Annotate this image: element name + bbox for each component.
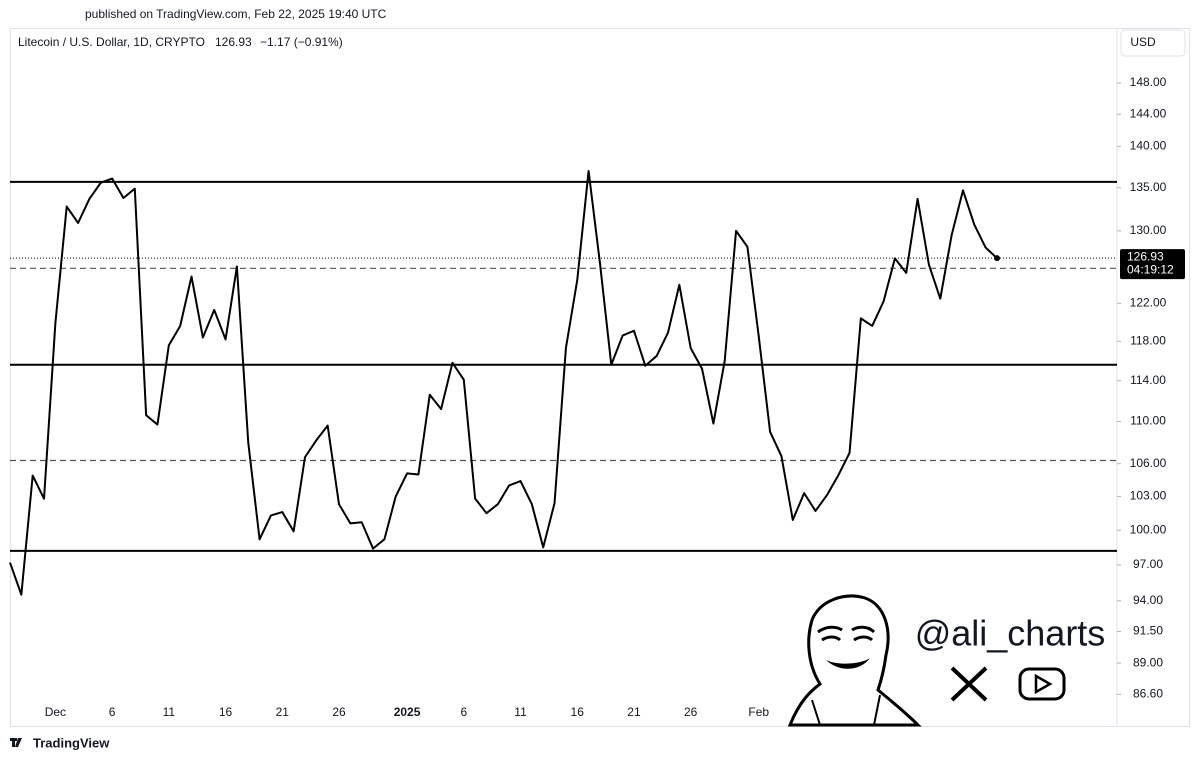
chart-frame (10, 28, 1190, 727)
y-tick-label: 86.60 (1133, 686, 1163, 700)
currency[interactable]: USD (1130, 35, 1156, 49)
y-tick-label: 140.00 (1130, 138, 1167, 152)
watermark: @ali_charts (787, 594, 1106, 727)
x-tick-label: 21 (627, 705, 641, 719)
x-tick-label: 11 (514, 705, 527, 719)
price-change: −1.17 (−0.91%) (260, 35, 343, 49)
x-tick-label: 26 (684, 705, 698, 719)
currency-button[interactable] (1120, 29, 1186, 57)
y-tick-label: 130.00 (1130, 223, 1167, 237)
y-tick-label: 144.00 (1130, 106, 1167, 120)
y-tick-label: 114.00 (1130, 373, 1166, 387)
face-mouth (826, 658, 870, 669)
price-tag-value: 126.93 (1127, 249, 1164, 263)
x-tick-label: 6 (460, 705, 467, 719)
published-note: published on TradingView.com, Feb 22, 20… (85, 7, 387, 21)
logo-mark (10, 738, 22, 747)
brand: TradingView (33, 735, 110, 750)
x-tick-label: 16 (571, 705, 585, 719)
y-tick-label: 94.00 (1133, 593, 1163, 607)
y-tick-label: 91.50 (1133, 624, 1163, 638)
header: Litecoin / U.S. Dollar, 1D, CRYPTO 126.9… (18, 35, 343, 49)
x-tick-label: 6 (109, 705, 116, 719)
price-tag-countdown: 04:19:12 (1127, 262, 1174, 276)
y-tick-label: 118.00 (1130, 334, 1166, 348)
x-tick-label: 21 (276, 705, 290, 719)
x-tick-label: 11 (163, 705, 176, 719)
y-tick-label: 89.00 (1133, 655, 1163, 669)
face-neck (811, 694, 881, 726)
y-tick-label: 135.00 (1130, 180, 1167, 194)
price-tag (1120, 249, 1185, 280)
footer-logo: TradingView (10, 735, 110, 750)
y-tick-label: 148.00 (1130, 75, 1167, 89)
chart-title: Litecoin / U.S. Dollar, 1D, CRYPTO (18, 35, 205, 49)
x-icon (950, 666, 988, 702)
youtube-play (1034, 673, 1053, 695)
price-line-series (9, 170, 998, 596)
face-eyes (821, 635, 874, 642)
x-tick-label: 16 (219, 705, 233, 719)
y-tick-label: 103.00 (1130, 489, 1167, 503)
last-point (994, 255, 1000, 262)
y-tick-label: 110.00 (1130, 414, 1166, 428)
y-tick-label: 122.00 (1130, 295, 1167, 309)
x-tick-label: 26 (332, 705, 346, 719)
x-tick-label: Feb (748, 705, 769, 719)
y-tick-label: 106.00 (1130, 456, 1167, 470)
youtube-icon (1018, 667, 1066, 701)
face-brows (817, 625, 876, 634)
y-tick-label: 97.00 (1133, 557, 1163, 571)
last-price: 126.93 (215, 35, 252, 49)
y-tick-label: 100.00 (1130, 522, 1167, 536)
x-tick-label: 2025 (394, 705, 421, 719)
handle: @ali_charts (915, 613, 1106, 654)
x-tick-label: Dec (45, 705, 66, 719)
